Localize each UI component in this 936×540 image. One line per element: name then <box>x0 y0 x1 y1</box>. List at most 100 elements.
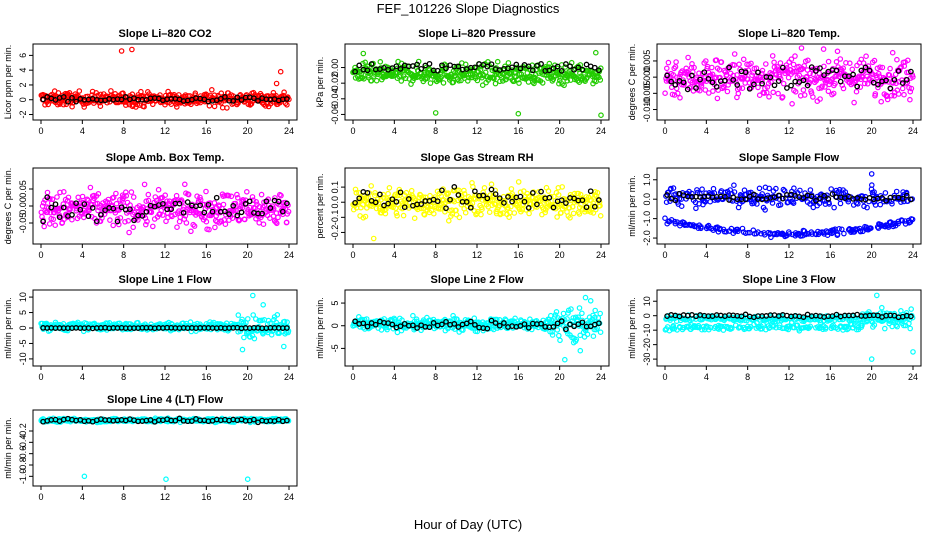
x-tick-label: 24 <box>908 250 918 260</box>
data-point <box>779 94 786 100</box>
data-point <box>804 73 810 80</box>
data-point <box>505 60 512 66</box>
data-point <box>597 77 604 83</box>
black-point <box>372 199 379 206</box>
data-point <box>739 85 746 92</box>
black-point <box>709 79 716 86</box>
outlier-point <box>370 235 377 242</box>
data-point <box>394 213 400 219</box>
y-tick-label: -1.0 <box>642 211 652 227</box>
data-point <box>531 80 537 87</box>
data-point <box>710 78 717 85</box>
data-point <box>272 195 278 201</box>
data-point <box>461 191 468 197</box>
data-point <box>108 88 114 94</box>
data-point <box>854 201 861 207</box>
data-point <box>486 209 493 216</box>
data-point <box>796 72 803 79</box>
black-point <box>672 81 679 88</box>
data-point <box>145 197 152 204</box>
data-point <box>174 104 180 110</box>
black-point <box>571 195 577 202</box>
black-point <box>554 320 561 327</box>
x-tick-label: 20 <box>867 372 877 382</box>
data-point <box>899 217 906 224</box>
black-point <box>579 66 586 73</box>
data-point <box>663 199 670 206</box>
data-point <box>564 316 570 322</box>
data-point <box>699 186 705 193</box>
data-point <box>496 202 503 209</box>
data-point <box>841 230 847 237</box>
outlier-point <box>910 349 916 355</box>
data-point <box>674 90 681 97</box>
data-point <box>555 332 562 339</box>
black-point <box>488 61 495 68</box>
data-point <box>450 79 457 86</box>
black-point <box>44 194 51 201</box>
y-tick-label: 0 <box>642 313 652 318</box>
data-point <box>380 195 387 201</box>
x-tick-label: 20 <box>555 126 565 136</box>
black-point <box>77 206 84 213</box>
black-point <box>389 321 396 328</box>
black-point <box>40 96 46 103</box>
x-tick-label: 4 <box>392 250 397 260</box>
data-point <box>792 89 799 95</box>
data-point <box>474 77 481 84</box>
y-tick-label: 0.005 <box>642 50 652 73</box>
data-point <box>203 188 209 195</box>
x-tick-label: 20 <box>243 126 253 136</box>
data-point <box>139 206 146 213</box>
black-point <box>418 65 425 72</box>
black-point <box>833 67 840 74</box>
data-point <box>270 205 277 212</box>
outlier-point <box>873 292 880 299</box>
panel-3: Slope Li–820 Temp.degrees C per min.0 4 8 1… <box>627 28 922 136</box>
data-point <box>583 194 590 200</box>
data-point <box>479 206 485 213</box>
data-point <box>75 194 82 201</box>
data-point <box>597 203 603 209</box>
x-tick-label: 20 <box>243 492 253 502</box>
data-point <box>250 312 257 318</box>
data-point <box>44 189 51 196</box>
data-point <box>888 92 895 99</box>
x-tick-label: 12 <box>160 250 170 260</box>
data-point <box>197 194 203 201</box>
black-point <box>742 69 749 76</box>
black-point <box>89 205 96 211</box>
y-axis-label: ml/min per min. <box>3 297 13 359</box>
data-point <box>662 90 668 97</box>
black-point <box>443 205 449 212</box>
black-point <box>496 322 503 329</box>
black-point <box>205 201 212 208</box>
data-point <box>722 69 729 75</box>
y-tick-label: 2 <box>18 82 28 87</box>
data-point <box>864 204 870 211</box>
black-point <box>538 61 544 67</box>
data-point <box>536 194 542 201</box>
black-point <box>726 197 732 203</box>
black-point <box>230 202 237 209</box>
black-point <box>746 85 753 92</box>
data-point <box>462 209 469 216</box>
data-point <box>587 209 594 215</box>
black-point <box>496 195 503 202</box>
x-tick-label: 8 <box>745 126 750 136</box>
data-point <box>185 191 192 198</box>
x-tick-label: 0 <box>38 126 43 136</box>
data-point <box>901 91 907 98</box>
data-point <box>67 206 73 213</box>
data-point <box>714 95 721 102</box>
y-tick-label: 0 <box>18 97 28 102</box>
data-point <box>777 202 784 208</box>
black-point <box>505 194 511 200</box>
data-point <box>408 187 415 194</box>
data-point <box>130 224 137 231</box>
data-point <box>789 101 795 107</box>
black-point <box>854 83 861 90</box>
data-point <box>766 94 772 100</box>
data-point <box>253 199 260 205</box>
